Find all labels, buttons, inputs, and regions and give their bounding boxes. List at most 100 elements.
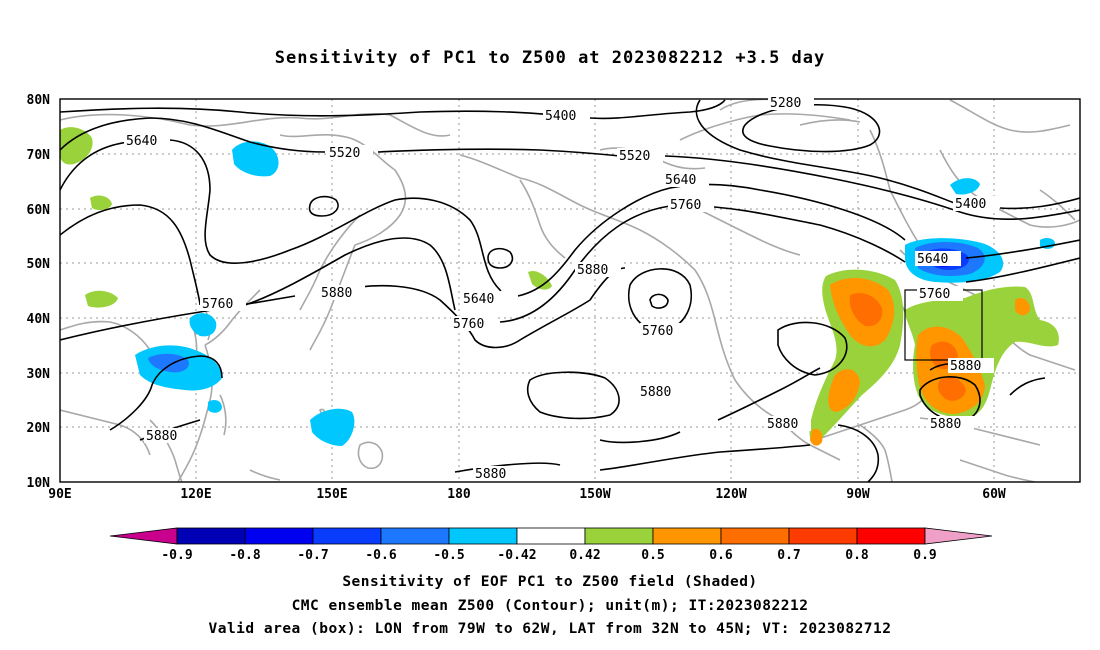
lat-label: 50N [27, 257, 51, 272]
contour-label-5760: 5760 [917, 286, 963, 302]
lon-label: 90W [846, 487, 870, 502]
colorbar-label: 0.7 [777, 548, 800, 563]
svg-text:5640: 5640 [917, 252, 948, 267]
contour-label-5880: 5880 [473, 466, 519, 482]
colorbar-swatch [720, 527, 790, 545]
svg-text:5640: 5640 [665, 173, 696, 188]
shade-neg-region [950, 178, 980, 195]
colorbar-low-triangle [109, 527, 178, 545]
contour-label-5880: 5880 [765, 416, 811, 432]
contour-label-5760: 5760 [640, 323, 686, 339]
svg-text:5640: 5640 [126, 134, 157, 149]
svg-text:5760: 5760 [202, 297, 233, 312]
contour-label-5880: 5880 [319, 285, 365, 301]
shade-neg-region [208, 400, 222, 413]
lon-label: 120W [715, 487, 746, 502]
colorbar-label: -0.42 [497, 548, 536, 563]
svg-text:5400: 5400 [545, 109, 576, 124]
lat-label: 40N [27, 312, 51, 327]
shade-neg-region [310, 408, 355, 446]
contour-label-5640: 5640 [915, 251, 961, 267]
svg-text:5880: 5880 [950, 359, 981, 374]
colorbar-high-triangle [924, 527, 993, 545]
contour-label-5640: 5640 [663, 172, 709, 188]
colorbar-swatch [584, 527, 654, 545]
longitude-labels: 90E 120E 150E 180 150W 120W 90W 60W [48, 487, 1006, 502]
contour-label-5760: 5760 [451, 316, 497, 332]
colorbar-swatch [788, 527, 858, 545]
lon-label: 90E [48, 487, 71, 502]
colorbar-swatch [312, 527, 382, 545]
svg-text:5880: 5880 [146, 429, 177, 444]
lon-label: 60W [982, 487, 1006, 502]
shade-pos-region [828, 369, 860, 412]
colorbar-swatch [856, 527, 926, 545]
svg-text:5880: 5880 [930, 417, 961, 432]
shade-pos-region [528, 270, 552, 290]
shade-neg-region [148, 353, 189, 373]
svg-text:5760: 5760 [642, 324, 673, 339]
lat-label: 20N [27, 421, 51, 436]
lon-label: 120E [180, 487, 211, 502]
caption-line-1: Sensitivity of EOF PC1 to Z500 field (Sh… [342, 574, 758, 590]
caption-line-2: CMC ensemble mean Z500 (Contour); unit(m… [291, 598, 809, 614]
colorbar-swatch [448, 527, 518, 545]
colorbar-label: 0.9 [913, 548, 936, 563]
svg-text:5520: 5520 [329, 146, 360, 161]
contour-label-5760: 5760 [200, 296, 246, 312]
svg-text:5400: 5400 [955, 197, 986, 212]
colorbar-label: -0.8 [229, 548, 260, 563]
svg-text:5520: 5520 [619, 149, 650, 164]
latitude-labels: 80N 70N 60N 50N 40N 30N 20N 10N [27, 93, 51, 491]
colorbar-label: 0.5 [641, 548, 664, 563]
lat-label: 70N [27, 148, 51, 163]
svg-text:5880: 5880 [475, 467, 506, 482]
contour-label-5400: 5400 [953, 196, 999, 212]
contour-label-5400: 5400 [543, 108, 589, 124]
map-title: Sensitivity of PC1 to Z500 at 2023082212… [274, 48, 826, 68]
colorbar-label: 0.6 [709, 548, 733, 563]
svg-text:5760: 5760 [670, 198, 701, 213]
shade-pos-region [60, 127, 93, 165]
svg-text:5760: 5760 [453, 317, 484, 332]
contour-label-5520: 5520 [617, 148, 663, 164]
caption-line-3: Valid area (box): LON from 79W to 62W, L… [208, 621, 892, 637]
svg-text:5880: 5880 [577, 263, 608, 278]
lat-label: 60N [27, 203, 51, 218]
shade-pos-region [810, 428, 823, 446]
shade-neg-region [189, 313, 217, 337]
shade-pos-region [1015, 298, 1030, 316]
contour-label-5640: 5640 [461, 291, 507, 307]
shade-neg-region [232, 141, 279, 177]
svg-text:5640: 5640 [463, 292, 494, 307]
lat-label: 10N [27, 476, 51, 491]
colorbar-label: 0.42 [569, 548, 600, 563]
colorbar-label: -0.5 [433, 548, 464, 563]
shade-pos-region [90, 195, 112, 211]
colorbar-label: -0.6 [365, 548, 396, 563]
svg-text:5280: 5280 [770, 96, 801, 111]
contour-label-5280: 5280 [768, 95, 814, 111]
contour-label-5520: 5520 [327, 145, 373, 161]
svg-text:5880: 5880 [640, 385, 671, 400]
colorbar: -0.9 -0.8 -0.7 -0.6 -0.5 -0.42 0.42 0.5 … [109, 527, 993, 563]
colorbar-swatch [516, 527, 586, 545]
colorbar-label: 0.8 [845, 548, 869, 563]
lat-label: 80N [27, 93, 51, 108]
contour-label-5640: 5640 [124, 133, 170, 149]
svg-text:5880: 5880 [767, 417, 798, 432]
lat-label: 30N [27, 367, 51, 382]
svg-text:5880: 5880 [321, 286, 352, 301]
contour-label-5880: 5880 [144, 428, 190, 444]
lon-label: 180 [447, 487, 471, 502]
contour-label-5880: 5880 [948, 358, 994, 374]
colorbar-swatch [380, 527, 450, 545]
lon-label: 150E [316, 487, 347, 502]
contour-label-5880: 5880 [575, 262, 621, 278]
shade-pos-region [849, 293, 883, 327]
contour-label-5880: 5880 [638, 384, 684, 400]
svg-text:5760: 5760 [919, 287, 950, 302]
lon-label: 150W [579, 487, 610, 502]
colorbar-label: -0.9 [161, 548, 192, 563]
